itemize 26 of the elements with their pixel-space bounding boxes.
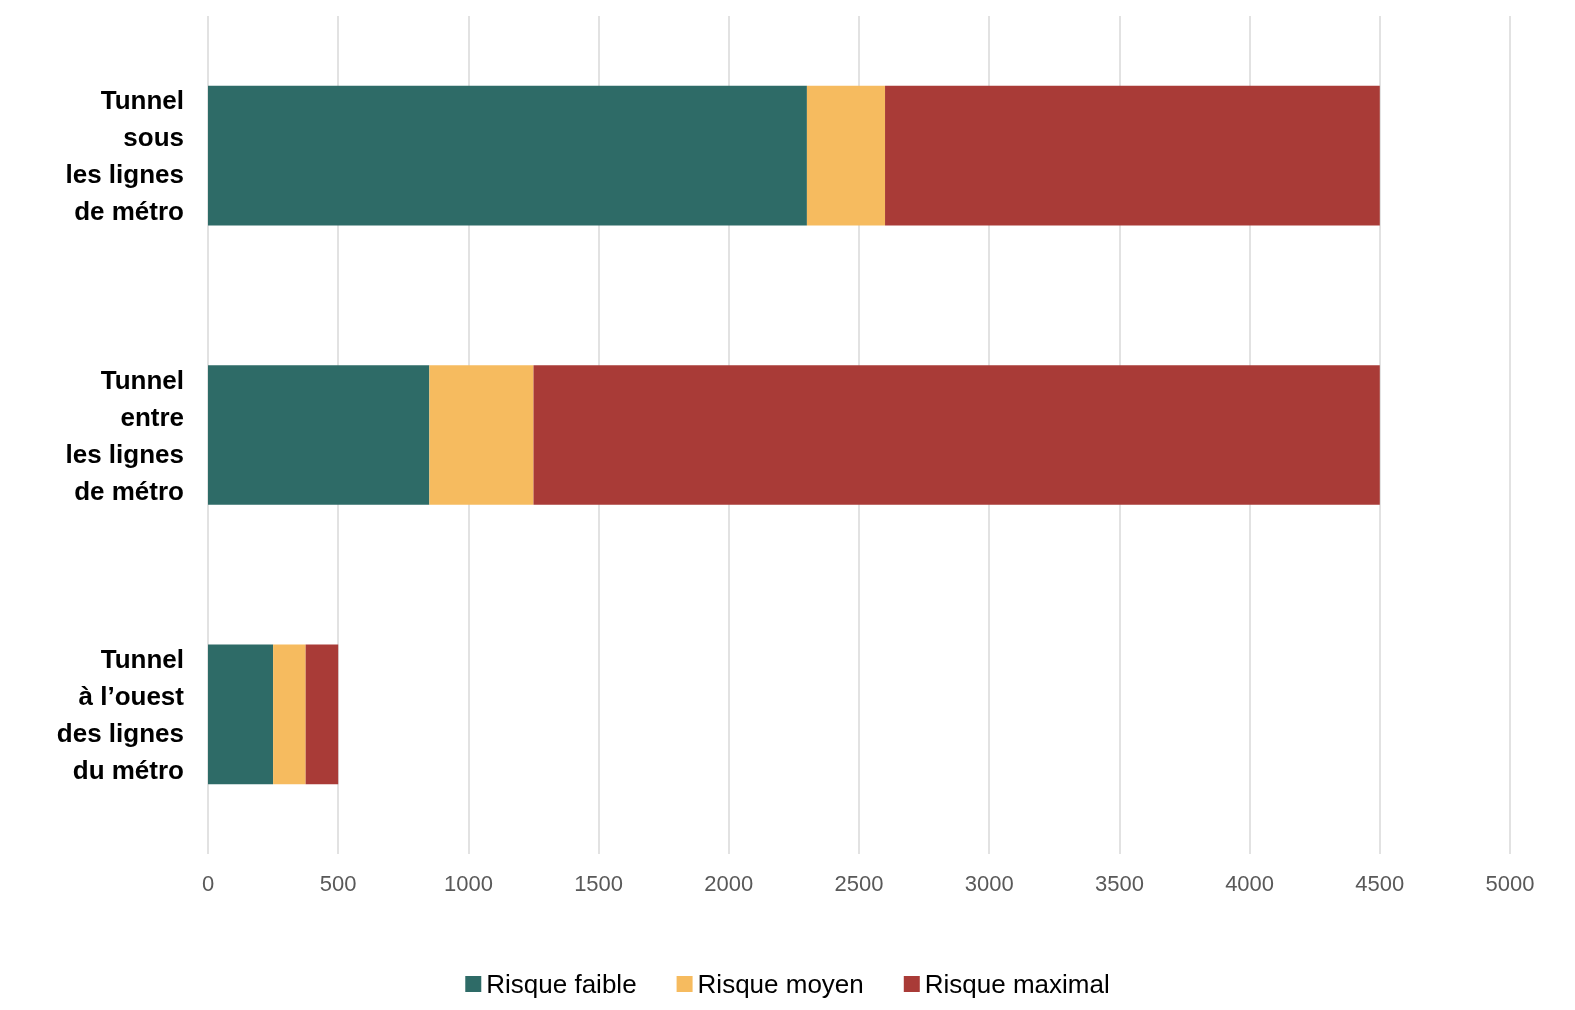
- bar: [885, 85, 1380, 226]
- bar: [533, 365, 1380, 505]
- bar: [305, 644, 339, 785]
- x-tick-label: 5000: [1485, 870, 1535, 896]
- bar: [429, 365, 534, 505]
- x-tick-label: 3000: [964, 870, 1014, 896]
- bar: [208, 85, 807, 226]
- x-tick-label: 2000: [704, 870, 754, 896]
- legend-label: Risque moyen: [697, 969, 864, 999]
- legend-label: Risque faible: [486, 969, 637, 999]
- x-tick-label: 4000: [1225, 870, 1275, 896]
- x-tick-label: 0: [201, 870, 215, 896]
- y-tick-label: Tunnel entre les lignes de métro: [65, 364, 184, 506]
- legend-label: Risque maximal: [924, 969, 1110, 999]
- x-tick-label: 3500: [1094, 870, 1144, 896]
- bar: [273, 644, 306, 785]
- bar: [806, 85, 886, 226]
- x-tick-label: 1500: [574, 870, 624, 896]
- x-tick-label: 4500: [1355, 870, 1405, 896]
- bar: [208, 365, 430, 505]
- y-tick-label: Tunnel sous les lignes de métro: [65, 85, 184, 227]
- bar: [208, 644, 274, 785]
- x-tick-label: 1000: [443, 870, 493, 896]
- x-tick-label: 2500: [834, 870, 884, 896]
- y-tick-label: Tunnel à l’ouest des lignes du métro: [56, 643, 185, 785]
- x-tick-label: 500: [319, 870, 357, 896]
